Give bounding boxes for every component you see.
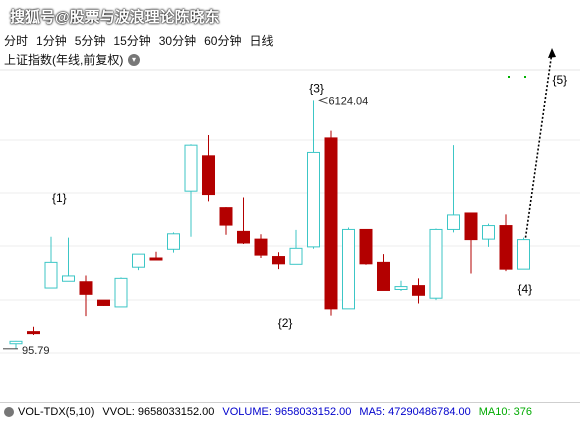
candle-body xyxy=(219,207,233,226)
candle-body xyxy=(44,261,58,289)
wave-label: {1} xyxy=(52,191,67,205)
candle-body xyxy=(9,340,23,345)
candle-body xyxy=(79,281,93,295)
tab-timeshare[interactable]: 分时 xyxy=(4,34,29,48)
wave-label: {2} xyxy=(278,316,293,330)
candle-body xyxy=(464,212,478,241)
candle-body xyxy=(202,155,215,196)
volume-indicator-name[interactable]: VOL-TDX(5,10) xyxy=(18,406,95,418)
candle-body xyxy=(517,239,530,270)
period-tabs: 分时 1分钟 5分钟 15分钟 30分钟 60分钟 日线 xyxy=(0,31,400,51)
candle-body xyxy=(377,261,390,291)
chevron-down-icon[interactable]: ▾ xyxy=(128,54,140,66)
tab-5min[interactable]: 5分钟 xyxy=(74,34,106,48)
candle-body xyxy=(149,257,163,261)
candle-body xyxy=(289,247,303,265)
indicator-dot xyxy=(508,76,510,78)
candle-body xyxy=(114,277,128,308)
candle-body xyxy=(272,256,285,265)
wave-label: {3} xyxy=(309,81,324,95)
candle-body xyxy=(184,144,198,192)
candle-body xyxy=(342,228,355,310)
candle-body xyxy=(412,285,425,296)
tab-30min[interactable]: 30分钟 xyxy=(158,34,197,48)
volume-value: VOLUME: 9658033152.00 xyxy=(222,406,352,418)
ma5-value: MA5: 47290486784.00 xyxy=(359,406,471,418)
wave-label: {4} xyxy=(518,282,533,296)
projection-arrowhead xyxy=(548,48,556,58)
candle-body xyxy=(394,286,408,290)
projection-line xyxy=(524,51,553,238)
chevron-down-icon[interactable] xyxy=(4,407,14,417)
high-price-pointer xyxy=(318,96,328,104)
low-price-label: 95.79 xyxy=(22,345,50,357)
tab-60min[interactable]: 60分钟 xyxy=(204,34,242,48)
candle-body xyxy=(429,228,443,299)
candlestick-chart: 95.79 6124.04 {1} {2} {3} {4} {5} xyxy=(0,48,580,357)
candle-body xyxy=(499,225,513,270)
high-price-label: 6124.04 xyxy=(329,95,369,107)
tab-daily[interactable]: 日线 xyxy=(249,34,274,48)
indicator-dot xyxy=(524,76,526,78)
candle-body xyxy=(307,151,320,248)
tab-1min[interactable]: 1分钟 xyxy=(36,34,67,48)
volume-indicator-bar: VOL-TDX(5,10) VVOL: 9658033152.00 VOLUME… xyxy=(0,402,580,421)
candle-body xyxy=(27,331,40,335)
chart-title: 上证指数(年线,前复权) xyxy=(4,53,124,67)
candle-body xyxy=(167,233,180,250)
candle-body xyxy=(324,137,338,310)
candle-body xyxy=(237,230,250,244)
tab-15min[interactable]: 15分钟 xyxy=(113,34,151,48)
vvol-value: VVOL: 9658033152.00 xyxy=(102,406,215,418)
candle-body xyxy=(132,253,145,268)
candle-body xyxy=(62,275,75,282)
ma10-value: MA10: 376 xyxy=(478,406,532,418)
candle-body xyxy=(97,299,110,306)
candle-body xyxy=(254,238,268,256)
candle-body xyxy=(359,228,373,265)
wave-label: {5} xyxy=(553,73,568,87)
candle-body xyxy=(482,225,495,240)
candle-body xyxy=(447,214,460,230)
watermark-text: 搜狐号@股票与波浪理论陈晓东 xyxy=(10,9,220,26)
